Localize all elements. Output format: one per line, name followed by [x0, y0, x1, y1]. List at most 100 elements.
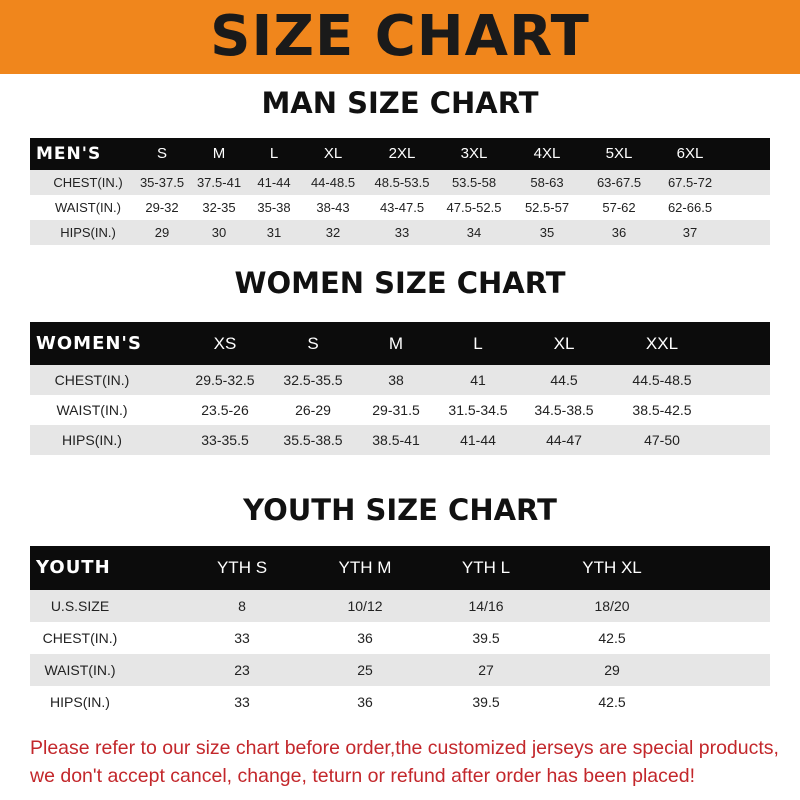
measurement-cell: 52.5-57: [524, 200, 570, 215]
row-label: CHEST(IN.): [53, 175, 123, 190]
measurement-cell: 38-43: [316, 200, 350, 215]
measurement-cell: 67.5-72: [667, 175, 713, 190]
measurement-cell: 29: [604, 662, 620, 678]
size-header: L: [473, 334, 483, 353]
measurement-cell: 29-31.5: [372, 402, 420, 418]
measurement-cell: 23.5-26: [201, 402, 249, 418]
size-header: S: [156, 145, 168, 162]
measurement-cell: 38: [388, 372, 404, 388]
table-row: CHEST(IN.) 29.5-32.5 32.5-35.5 38 41 44.5 44.5…: [30, 365, 770, 395]
size-header: XXL: [645, 334, 679, 353]
table-row: HIPS(IN.) 33 36 39.5 42.5: [30, 686, 770, 718]
measurement-cell: 57-62: [602, 200, 636, 215]
measurement-cell: 38.5-41: [372, 432, 420, 448]
youth-section-title: YOUTH SIZE CHART: [243, 493, 557, 527]
header-row: WOMEN'S XS S M L XL XXL: [30, 322, 770, 365]
size-header: L: [269, 145, 279, 162]
measurement-cell: 18/20: [594, 598, 630, 614]
men-size-table: MEN'S S M L XL 2XL 3XL 4XL 5XL 6XL CHEST(IN.) 35-37…: [30, 138, 770, 245]
table-row: HIPS(IN.) 29 30 31 32 33 34 35 36 37: [30, 220, 770, 245]
measurement-cell: 29.5-32.5: [195, 372, 255, 388]
measurement-cell: 35-38: [257, 200, 291, 215]
title-banner: SIZE CHART: [0, 0, 800, 74]
table-row: CHEST(IN.) 35-37.5 37.5-41 41-44 44-48.5 48.5…: [30, 170, 770, 195]
table-corner-label: WOMEN'S: [36, 333, 142, 354]
measurement-cell: 8: [238, 598, 246, 614]
measurement-cell: 29: [154, 225, 170, 240]
row-label: HIPS(IN.): [62, 432, 122, 448]
measurement-cell: 27: [478, 662, 494, 678]
measurement-cell: 47-50: [644, 432, 680, 448]
measurement-cell: 36: [357, 694, 373, 710]
measurement-cell: 32-35: [202, 200, 236, 215]
measurement-cell: 47.5-52.5: [446, 200, 502, 215]
measurement-cell: 39.5: [472, 630, 500, 646]
measurement-cell: 31: [266, 225, 282, 240]
measurement-cell: 53.5-58: [451, 175, 497, 190]
measurement-cell: 41-44: [257, 175, 291, 190]
measurement-cell: 48.5-53.5: [374, 175, 430, 190]
measurement-cell: 25: [357, 662, 373, 678]
measurement-cell: 62-66.5: [667, 200, 713, 215]
measurement-cell: 14/16: [468, 598, 504, 614]
measurement-cell: 35: [539, 225, 555, 240]
size-header: S: [307, 334, 319, 353]
notice-line-2: we don't accept cancel, change, teturn o…: [30, 765, 695, 787]
measurement-cell: 23: [234, 662, 250, 678]
measurement-cell: 26-29: [295, 402, 331, 418]
measurement-cell: 10/12: [347, 598, 383, 614]
measurement-cell: 35.5-38.5: [283, 432, 343, 448]
size-header: 2XL: [388, 145, 416, 162]
table-row: CHEST(IN.) 33 36 39.5 42.5: [30, 622, 770, 654]
size-header: 3XL: [460, 145, 488, 162]
header-row: YOUTH YTH S YTH M YTH L YTH XL: [30, 546, 770, 590]
row-label: CHEST(IN.): [54, 372, 130, 388]
measurement-cell: 37: [682, 225, 698, 240]
measurement-cell: 33-35.5: [201, 432, 249, 448]
measurement-cell: 63-67.5: [596, 175, 642, 190]
table-row: HIPS(IN.) 33-35.5 35.5-38.5 38.5-41 41-44 44-…: [30, 425, 770, 455]
size-header: YTH S: [216, 558, 268, 577]
table-row: WAIST(IN.) 23 25 27 29: [30, 654, 770, 686]
size-header: M: [212, 145, 226, 162]
measurement-cell: 42.5: [598, 630, 626, 646]
row-label: HIPS(IN.): [50, 694, 110, 710]
size-header: YTH XL: [582, 558, 642, 577]
measurement-cell: 58-63: [530, 175, 564, 190]
size-header: YTH L: [461, 558, 511, 577]
size-header: XL: [323, 145, 343, 162]
measurement-cell: 41-44: [460, 432, 496, 448]
row-label: U.S.SIZE: [50, 598, 110, 614]
measurement-cell: 38.5-42.5: [632, 402, 692, 418]
measurement-cell: 39.5: [472, 694, 500, 710]
row-label: HIPS(IN.): [60, 225, 116, 240]
measurement-cell: 33: [394, 225, 410, 240]
table-corner-label: MEN'S: [36, 144, 102, 164]
measurement-cell: 36: [611, 225, 627, 240]
women-size-table: WOMEN'S XS S M L XL XXL CHEST(IN.) 29.5-32.5 32.5…: [30, 322, 770, 455]
header-row: MEN'S S M L XL 2XL 3XL 4XL 5XL 6XL: [30, 138, 770, 170]
row-label: WAIST(IN.): [56, 402, 128, 418]
measurement-cell: 32.5-35.5: [283, 372, 343, 388]
men-section-title: MAN SIZE CHART: [261, 86, 539, 120]
size-header: XL: [553, 334, 575, 353]
size-header: M: [388, 334, 404, 353]
measurement-cell: 41: [470, 372, 486, 388]
measurement-cell: 44-48.5: [310, 175, 356, 190]
measurement-cell: 37.5-41: [196, 175, 242, 190]
measurement-cell: 42.5: [598, 694, 626, 710]
size-header: XS: [213, 334, 237, 353]
measurement-cell: 44-47: [546, 432, 582, 448]
table-corner-label: YOUTH: [36, 557, 111, 578]
measurement-cell: 35-37.5: [139, 175, 185, 190]
size-header: 5XL: [605, 145, 633, 162]
table-row: WAIST(IN.) 23.5-26 26-29 29-31.5 31.5-34.5 34…: [30, 395, 770, 425]
measurement-cell: 33: [234, 694, 250, 710]
measurement-cell: 32: [325, 225, 341, 240]
measurement-cell: 34.5-38.5: [534, 402, 594, 418]
measurement-cell: 31.5-34.5: [448, 402, 508, 418]
size-header: 4XL: [533, 145, 561, 162]
measurement-cell: 33: [234, 630, 250, 646]
measurement-cell: 43-47.5: [379, 200, 425, 215]
size-header: 6XL: [676, 145, 704, 162]
